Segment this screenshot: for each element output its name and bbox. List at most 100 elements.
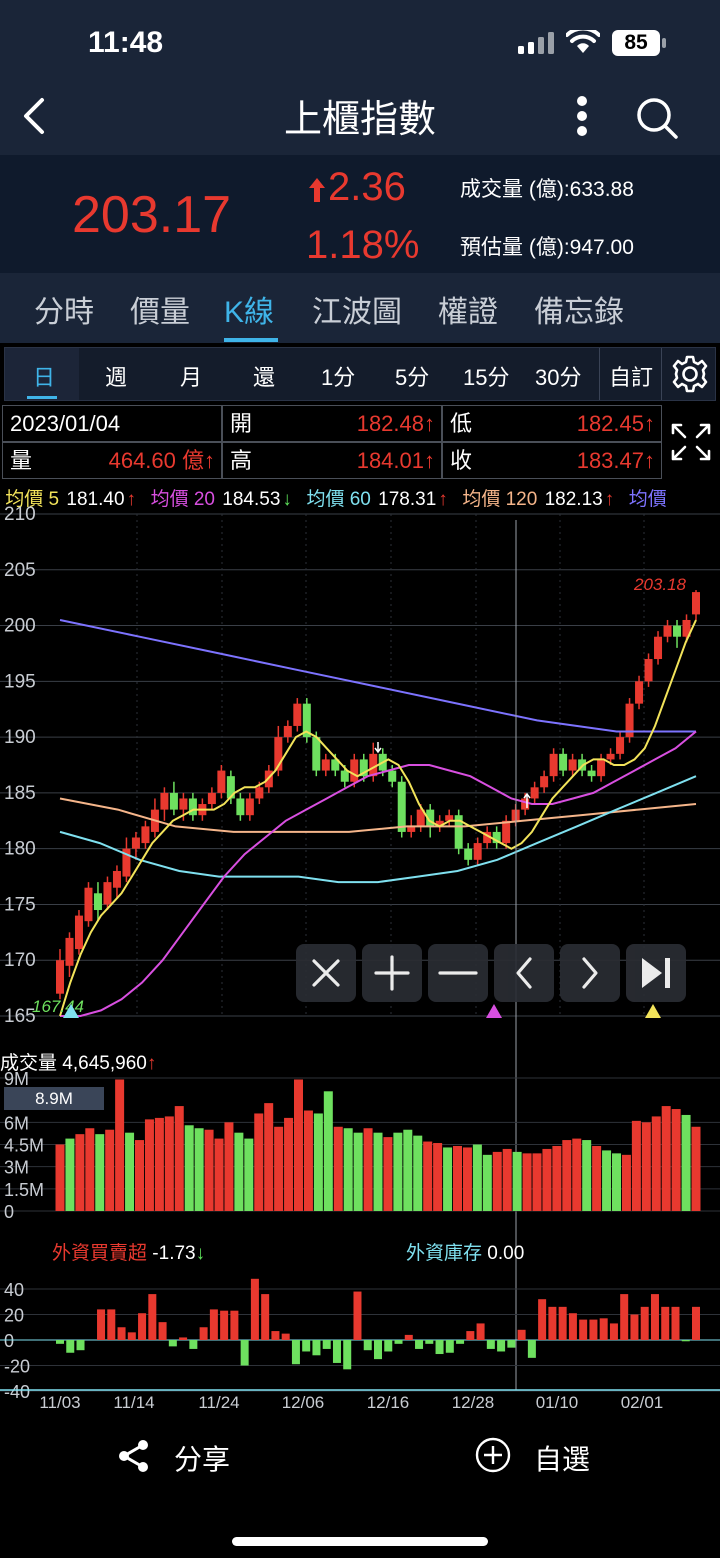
foreign-bar — [107, 1309, 116, 1340]
foreign-bar — [343, 1340, 352, 1370]
info-low: 低 182.45↑ — [442, 405, 662, 442]
scroll-right-button[interactable] — [560, 944, 620, 1002]
candle-body — [388, 770, 397, 782]
volume-bar — [661, 1106, 671, 1211]
volume-title-value: 4,645,960 — [62, 1053, 147, 1074]
period-5min[interactable]: 5分 — [395, 365, 430, 390]
candle-body — [359, 759, 368, 777]
period-30min[interactable]: 30分 — [535, 365, 582, 390]
foreign-bar — [363, 1340, 372, 1351]
x-tick-label: 02/01 — [621, 1393, 664, 1412]
share-icon — [119, 1440, 148, 1472]
volume-bar — [532, 1153, 542, 1211]
settings-gear-icon[interactable] — [669, 354, 711, 394]
tab-kline[interactable]: K線 — [224, 296, 275, 329]
volume-title: 成交量 4,645,960↑ — [0, 1053, 157, 1074]
volume-bar — [284, 1117, 294, 1211]
candle-body — [141, 826, 150, 844]
foreign-bar — [589, 1319, 598, 1340]
fullscreen-button[interactable] — [665, 405, 717, 479]
foreign-inventory-title: 外資庫存 0.00 — [406, 1238, 524, 1265]
ma-legend-arrow: ↑ — [604, 489, 615, 510]
candle-body — [521, 798, 530, 810]
plus-icon — [374, 955, 410, 991]
candle-body — [606, 753, 615, 760]
candle-body — [160, 792, 169, 810]
close-chart-tool-button[interactable] — [296, 944, 356, 1002]
ma-long-line — [59, 619, 696, 733]
search-icon[interactable] — [634, 96, 680, 142]
volume-bar — [294, 1079, 303, 1211]
x-tick-label: 11/03 — [39, 1393, 80, 1412]
period-month[interactable]: 月 — [180, 365, 203, 390]
foreign-bar — [558, 1306, 567, 1340]
share-button[interactable]: 分享 — [116, 1434, 246, 1478]
volume-bar — [214, 1138, 224, 1211]
zoom-in-button[interactable] — [362, 944, 422, 1002]
tab-warrants[interactable]: 權證 — [438, 296, 498, 329]
scroll-left-button[interactable] — [494, 944, 554, 1002]
jump-latest-button[interactable] — [626, 944, 686, 1002]
marker-triangle-cyan — [63, 1004, 79, 1018]
volume-bar — [204, 1129, 214, 1211]
foreign-bar — [425, 1340, 434, 1344]
marker-triangle-magenta — [486, 1004, 502, 1018]
candle-body — [663, 625, 672, 637]
volume-bar — [502, 1148, 512, 1211]
period-active-bg — [5, 348, 79, 400]
kline-chart-area[interactable]: 210205200195190185180175170165203.18167.… — [0, 505, 720, 1420]
foreign-bar — [220, 1310, 229, 1340]
foreign-bar — [548, 1306, 557, 1340]
more-vertical-icon[interactable] — [572, 94, 592, 140]
period-1min[interactable]: 1分 — [321, 365, 356, 390]
foreign-bar — [568, 1313, 577, 1340]
candle-body — [416, 809, 425, 827]
volume-bar — [552, 1145, 562, 1211]
tab-price-volume[interactable]: 價量 — [130, 296, 190, 329]
tab-gann[interactable]: 江波圖 — [312, 296, 402, 329]
candle-body — [245, 798, 254, 816]
foreign-bar — [117, 1327, 126, 1340]
foreign-bar — [661, 1306, 670, 1340]
candle-body — [692, 592, 700, 615]
x-tick-label: 11/14 — [113, 1393, 154, 1412]
period-selector: 日 週 月 還 1分 5分 15分 30分 自訂 — [4, 347, 716, 401]
candle-body — [407, 826, 416, 832]
ma-legend-item: 均價 — [618, 489, 671, 510]
candle-body — [540, 776, 549, 788]
y-tick-label: 170 — [4, 950, 36, 971]
volume-bar — [363, 1128, 373, 1211]
add-watchlist-button[interactable]: 自選 — [474, 1434, 604, 1478]
back-chevron-icon[interactable] — [18, 96, 48, 136]
candle-body — [302, 703, 311, 738]
candle-body — [454, 815, 463, 849]
candle-body — [331, 759, 340, 771]
close-label: 收 — [450, 448, 473, 473]
period-adjusted[interactable]: 還 — [253, 365, 276, 390]
vol-y-tick: 6M — [4, 1113, 29, 1133]
volume-bar — [244, 1138, 254, 1211]
foreign-bar — [209, 1309, 218, 1340]
vol-y-tick: 9M — [4, 1069, 29, 1089]
period-week[interactable]: 週 — [105, 365, 128, 390]
foreign-bar — [456, 1340, 465, 1344]
period-day[interactable]: 日 — [33, 365, 56, 390]
foreign-bar — [261, 1294, 270, 1340]
foreign-net-title: 外資買賣超 -1.73↓ — [52, 1243, 206, 1264]
foreign-bar — [271, 1331, 280, 1340]
zoom-out-button[interactable] — [428, 944, 488, 1002]
candle-body — [625, 703, 634, 738]
candle-body — [217, 770, 226, 793]
y-tick-label: 190 — [4, 727, 36, 748]
candle-body — [559, 753, 568, 771]
volume-bar — [482, 1154, 492, 1211]
period-custom[interactable]: 自訂 — [609, 365, 654, 390]
tab-time-share[interactable]: 分時 — [34, 296, 94, 329]
candle-body — [131, 837, 140, 849]
candle-body — [340, 770, 349, 782]
tab-memo[interactable]: 備忘錄 — [534, 296, 624, 329]
volume-tag: 8.9M — [4, 1087, 104, 1110]
foreign-bar — [538, 1299, 547, 1340]
volume-bar — [631, 1120, 641, 1211]
period-15min[interactable]: 15分 — [463, 365, 510, 390]
